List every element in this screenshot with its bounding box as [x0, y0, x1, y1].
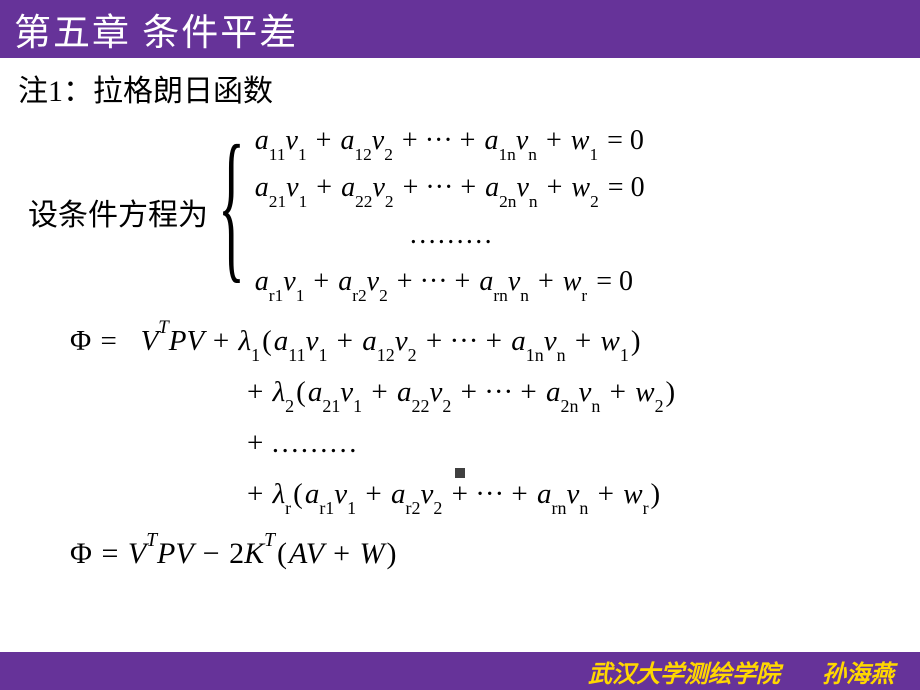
phi-matrix-form: Φ = VTPV − 2KT(AV + W) — [0, 536, 920, 571]
phi-line-dots: + ……… — [70, 418, 920, 469]
equation-r: ar1v1 + ar2v2 + ··· + arnvn + wr = 0 — [255, 259, 647, 306]
footer-author: 孙海燕 — [822, 654, 894, 689]
slide-center-marker — [455, 468, 465, 478]
condition-equations-row: 设条件方程为 { a11v1 + a12v2 + ··· + a1nvn + w… — [0, 118, 920, 306]
phi-expansion: Φ = VTPV + λ1(a11v1 + a12v2 + ··· + a1nv… — [0, 316, 920, 521]
footer-school: 武汉大学测绘学院 — [588, 654, 780, 689]
phi-line-1: Φ = VTPV + λ1(a11v1 + a12v2 + ··· + a1nv… — [70, 316, 920, 367]
slide-footer: 武汉大学测绘学院 孙海燕 — [0, 652, 920, 690]
equation-stack: a11v1 + a12v2 + ··· + a1nvn + w1 = 0 a21… — [255, 118, 647, 306]
content-area: 设条件方程为 { a11v1 + a12v2 + ··· + a1nvn + w… — [0, 118, 920, 571]
phi-line-r: + λr(ar1v1 + ar2v2 + ··· + arnvn + wr) — [70, 469, 920, 520]
phi-line-2: + λ2(a21v1 + a22v2 + ··· + a2nvn + w2) — [70, 367, 920, 418]
left-brace: { — [218, 109, 245, 306]
slide-header: 第五章 条件平差 — [0, 0, 920, 58]
equation-2: a21v1 + a22v2 + ··· + a2nvn + w2 = 0 — [255, 165, 647, 212]
condition-label: 设条件方程为 — [28, 190, 208, 234]
note-label: 注1：拉格朗日函数 — [0, 58, 920, 110]
equation-1: a11v1 + a12v2 + ··· + a1nvn + w1 = 0 — [255, 118, 647, 165]
brace-group: { a11v1 + a12v2 + ··· + a1nvn + w1 = 0 a… — [218, 118, 647, 306]
equation-dots: ……… — [255, 212, 647, 258]
chapter-title: 第五章 条件平差 — [14, 2, 298, 56]
